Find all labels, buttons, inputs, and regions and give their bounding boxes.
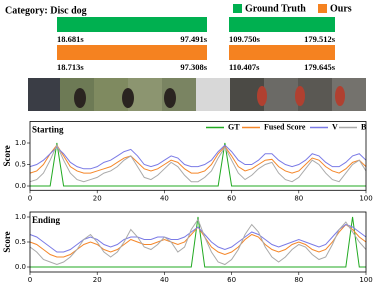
thumb	[94, 78, 128, 111]
series-line	[29, 218, 367, 266]
x-tick-label: 80	[294, 276, 303, 284]
series-line	[30, 216, 366, 268]
thumb	[128, 78, 162, 111]
figure-shape	[335, 86, 345, 106]
series-line	[29, 144, 367, 170]
panel-label: Starting	[32, 125, 64, 135]
y-tick-label: 0.0	[15, 263, 26, 271]
figure-shape	[164, 88, 176, 108]
figure-shape	[295, 86, 305, 106]
x-tick-label: 80	[294, 194, 303, 202]
segment-start: 18.713s	[57, 62, 84, 72]
segment-bar	[229, 45, 335, 60]
series-line	[29, 144, 367, 174]
panel-label: Ending	[32, 215, 61, 225]
y-tick-label: 1.0	[15, 139, 26, 147]
figure-shape	[122, 88, 134, 108]
x-tick-label: 0	[28, 276, 32, 284]
legend-label: Fused Score	[264, 122, 306, 131]
plot-frame	[29, 211, 367, 273]
x-tick-label: 0	[28, 194, 32, 202]
segment-start: 110.407s	[229, 62, 260, 72]
x-tick-label: 40	[160, 276, 169, 284]
category-label: Category: Disc dog	[5, 5, 87, 16]
legend-label: B	[361, 122, 367, 131]
segment-end: 97.491s	[180, 34, 207, 44]
legend-swatch	[233, 4, 242, 13]
thumb	[264, 78, 298, 111]
x-tick-label: 100	[359, 194, 372, 202]
y-tick-label: 1.0	[15, 213, 26, 221]
y-tick-label: 0.0	[15, 182, 26, 190]
figure-shape	[257, 86, 267, 106]
x-tick-label: 20	[93, 276, 102, 284]
legend-label: Ground Truth	[245, 3, 306, 14]
thumbnail-strip	[28, 78, 366, 111]
x-tick-label: 40	[160, 194, 169, 202]
segment-start: 109.750s	[229, 34, 261, 44]
thumb	[196, 78, 230, 111]
y-axis-label: Score	[2, 231, 12, 252]
segment-end: 179.645s	[304, 62, 336, 72]
x-tick-label: 60	[227, 276, 236, 284]
figure-shape	[74, 88, 86, 108]
x-tick-label: 100	[359, 276, 372, 284]
segment-bar	[57, 17, 207, 32]
series-line	[30, 142, 366, 187]
segment-start: 18.681s	[57, 34, 84, 44]
series-line	[29, 223, 367, 253]
legend-label: Ours	[330, 3, 352, 14]
y-tick-label: 0.5	[15, 238, 26, 246]
x-tick-label: 20	[93, 194, 102, 202]
segment-end: 179.512s	[304, 34, 336, 44]
segment-end: 97.308s	[180, 62, 207, 72]
x-tick-label: 60	[227, 194, 236, 202]
series-line	[29, 143, 367, 183]
legend-swatch	[318, 4, 327, 13]
legend-label: GT	[228, 122, 240, 131]
series-line	[29, 223, 367, 258]
y-tick-label: 0.5	[15, 161, 26, 169]
thumb	[28, 78, 60, 111]
segment-bar	[57, 45, 207, 60]
segment-bar	[229, 17, 335, 32]
legend-label: V	[332, 122, 338, 131]
y-axis-label: Score	[2, 145, 12, 166]
plot-frame	[29, 121, 367, 191]
